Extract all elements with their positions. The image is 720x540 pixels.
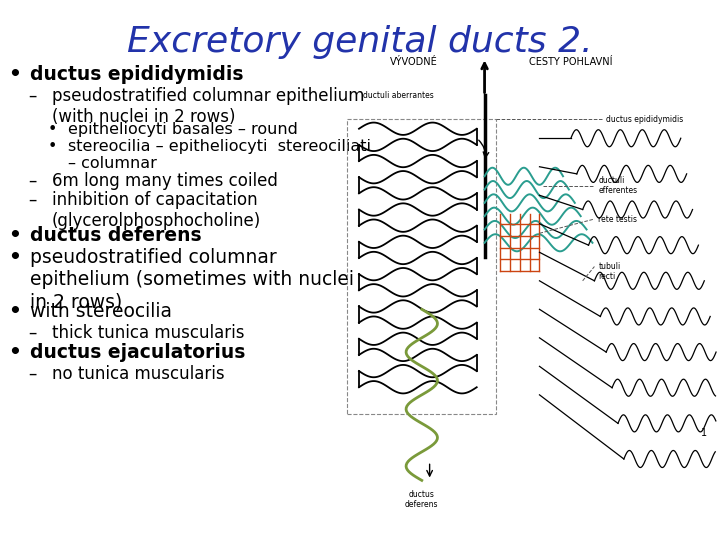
Text: rete testis: rete testis [598, 214, 637, 224]
Text: 6m long many times coiled: 6m long many times coiled [52, 172, 278, 190]
Text: •: • [48, 122, 58, 137]
Text: with stereocilia: with stereocilia [30, 302, 172, 321]
Text: –: – [28, 324, 37, 342]
Text: no tunica muscularis: no tunica muscularis [52, 365, 225, 383]
Text: stereocilia – epitheliocyti  stereociliati
– columnar: stereocilia – epitheliocyti stereociliat… [68, 139, 371, 171]
Text: –: – [28, 87, 37, 105]
Text: ductus deferens: ductus deferens [30, 226, 202, 245]
Text: ductuli
efferentes: ductuli efferentes [598, 176, 637, 195]
Text: •: • [8, 302, 21, 321]
Text: ductus epididymidis: ductus epididymidis [606, 114, 683, 124]
Text: thick tunica muscularis: thick tunica muscularis [52, 324, 245, 342]
Text: CESTY POHLAVNÍ: CESTY POHLAVNÍ [529, 57, 613, 68]
Text: ductus
deferens: ductus deferens [405, 490, 438, 509]
Text: ductus epididymidis: ductus epididymidis [30, 65, 243, 84]
Text: ductus ejaculatorius: ductus ejaculatorius [30, 343, 246, 362]
Text: ductuli aberrantes: ductuli aberrantes [363, 91, 433, 100]
Text: tubuli
recti: tubuli recti [598, 261, 621, 281]
Text: pseudostratified columnar epithelium
(with nuclei in 2 rows): pseudostratified columnar epithelium (wi… [52, 87, 364, 126]
Text: pseudostratified columnar
epithelium (sometimes with nuclei
in 2 rows): pseudostratified columnar epithelium (so… [30, 248, 354, 311]
Text: Excretory genital ducts 2.: Excretory genital ducts 2. [127, 25, 593, 59]
Text: •: • [8, 248, 21, 267]
Text: •: • [8, 226, 21, 245]
Text: 1: 1 [701, 428, 707, 438]
Text: •: • [48, 139, 58, 154]
Text: •: • [8, 65, 21, 84]
Text: –: – [28, 191, 37, 209]
Text: inhibition of capacitation
(glycerolphosphocholine): inhibition of capacitation (glycerolphos… [52, 191, 261, 230]
Text: –: – [28, 172, 37, 190]
Text: •: • [8, 343, 21, 362]
Text: epitheliocyti basales – round: epitheliocyti basales – round [68, 122, 298, 137]
Text: VÝVODNÉ: VÝVODNÉ [390, 57, 438, 68]
Text: –: – [28, 365, 37, 383]
Bar [347, 119, 496, 414]
